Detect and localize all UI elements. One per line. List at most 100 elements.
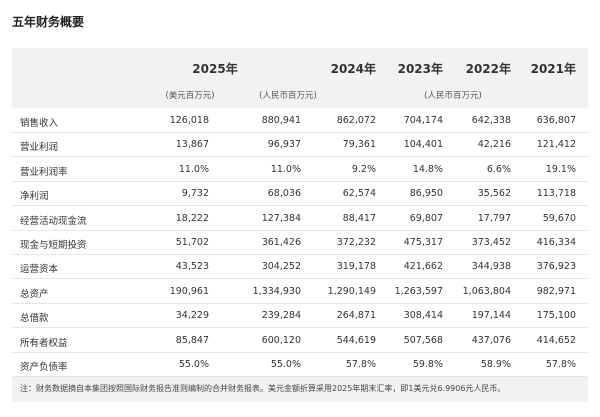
cell-value: 1,290,149 — [327, 285, 376, 297]
cell-value: 344,938 — [471, 261, 511, 273]
cell-value: 11.0% — [178, 163, 209, 175]
table-row: 销售收入 126,018 880,941 862,072 704,174 642,338 6… — [12, 108, 588, 133]
cell-value: 304,252 — [261, 261, 301, 273]
table-row: 净利润 9,732 68,036 62,574 86,950 35,562 113,718 — [12, 181, 588, 207]
cell-value: 34,229 — [175, 310, 209, 322]
cell-value: 113,718 — [536, 188, 576, 200]
cell-value: 416,334 — [536, 237, 576, 248]
cell-value: 6.6% — [486, 163, 511, 175]
cell-value: 414,652 — [536, 334, 576, 346]
row-label: 净利润 — [20, 191, 49, 203]
year-header: 2023年 — [397, 62, 443, 76]
cell-value: 319,178 — [336, 261, 376, 273]
cell-value: 14.8% — [412, 163, 443, 175]
cell-value: 1,063,804 — [462, 285, 511, 297]
year-header: 2021年 — [530, 62, 576, 76]
table-header — [12, 48, 588, 108]
cell-value: 59.8% — [412, 359, 443, 370]
cell-value: 19.1% — [545, 163, 576, 175]
table-row: 资产负债率 55.0% 55.0% 57.8% 59.8% 58.9% 57.8% — [12, 352, 588, 377]
cell-value: 197,144 — [471, 310, 511, 322]
cell-value: 35,562 — [477, 188, 511, 200]
table-row: 营业利润 13,867 96,937 79,361 104,401 42,216 121,4… — [12, 132, 588, 158]
row-label: 现金与短期投资 — [20, 240, 87, 251]
row-label: 运营资本 — [20, 264, 59, 276]
cell-value: 57.8% — [345, 359, 376, 370]
cell-value: 372,232 — [336, 237, 376, 248]
cell-value: 88,417 — [342, 212, 376, 224]
cell-value: 13,867 — [175, 139, 209, 151]
cell-value: 175,100 — [536, 310, 576, 322]
cell-value: 361,426 — [261, 237, 301, 248]
cell-value: 308,414 — [403, 310, 443, 322]
cell-value: 880,941 — [261, 115, 301, 126]
table-row: 所有者权益 85,847 600,120 544,619 507,568 437,076 4… — [12, 328, 588, 353]
unit-label: (人民币百万元) — [259, 91, 317, 101]
cell-value: 79,361 — [342, 139, 376, 151]
title: 五年财务概要 — [12, 15, 85, 29]
row-label: 总借款 — [20, 313, 49, 325]
cell-value: 239,284 — [261, 310, 301, 322]
year-header: 2024年 — [330, 62, 376, 76]
unit-label: (人民币百万元) — [424, 91, 482, 101]
cell-value: 62,574 — [342, 188, 376, 200]
cell-value: 704,174 — [403, 115, 443, 126]
cell-value: 17,797 — [477, 212, 511, 224]
cell-value: 1,263,597 — [394, 285, 443, 297]
cell-value: 121,412 — [536, 139, 576, 151]
cell-value: 642,338 — [471, 115, 511, 126]
cell-value: 421,662 — [403, 261, 443, 273]
cell-value: 55.0% — [270, 359, 301, 370]
cell-value: 43,523 — [175, 261, 209, 273]
cell-value: 475,317 — [403, 237, 443, 248]
cell-value: 96,937 — [267, 139, 301, 151]
cell-value: 862,072 — [336, 115, 376, 126]
year-header: 2025年 — [192, 62, 238, 76]
table-row: 运营资本 43,523 304,252 319,178 421,662 344,938 37… — [12, 254, 588, 280]
note-background — [12, 376, 588, 402]
cell-value: 68,036 — [267, 188, 301, 200]
table-row: 经营活动现金流 18,222 127,384 88,417 69,807 17,797 59… — [12, 206, 588, 231]
cell-value: 51,702 — [175, 237, 209, 248]
cell-value: 57.8% — [545, 359, 576, 370]
table-row: 营业利润率 11.0% 11.0% 9.2% 14.8% 6.6% 19.1% — [12, 157, 588, 182]
cell-value: 437,076 — [471, 334, 511, 346]
cell-value: 85,847 — [175, 334, 209, 346]
footnote: 注：财务数据摘自本集团按照国际财务报告准则编制的合并财务报表。美元金额折算采用2… — [20, 384, 506, 393]
row-label: 销售收入 — [20, 118, 59, 129]
row-label: 资产负债率 — [20, 362, 68, 373]
cell-value: 69,807 — [409, 212, 443, 224]
table-row: 总借款 34,229 239,284 264,871 308,414 197,144 175… — [12, 303, 588, 329]
cell-value: 42,216 — [477, 139, 511, 151]
year-header: 2022年 — [465, 62, 511, 76]
cell-value: 11.0% — [270, 163, 301, 175]
unit-label: (美元百万元) — [165, 91, 215, 101]
cell-value: 104,401 — [403, 139, 443, 151]
cell-value: 190,961 — [169, 285, 209, 297]
cell-value: 600,120 — [261, 334, 301, 346]
cell-value: 1,334,930 — [252, 285, 301, 297]
cell-value: 507,568 — [403, 334, 443, 346]
cell-value: 636,807 — [536, 115, 576, 126]
row-label: 经营活动现金流 — [20, 215, 87, 227]
cell-value: 55.0% — [178, 359, 209, 370]
cell-value: 373,452 — [471, 237, 511, 248]
cell-value: 982,971 — [536, 285, 576, 297]
cell-value: 86,950 — [409, 188, 443, 200]
row-label: 总资产 — [20, 288, 49, 300]
cell-value: 127,384 — [261, 212, 301, 224]
cell-value: 9,732 — [181, 188, 209, 200]
row-label: 营业利润 — [20, 142, 59, 154]
cell-value: 58.9% — [480, 359, 511, 370]
cell-value: 264,871 — [336, 310, 376, 322]
row-label: 营业利润率 — [20, 166, 68, 178]
row-label: 所有者权益 — [20, 337, 68, 349]
cell-value: 544,619 — [336, 334, 376, 346]
cell-value: 376,923 — [536, 261, 576, 273]
cell-value: 126,018 — [169, 115, 209, 126]
table-row: 现金与短期投资 51,702 361,426 372,232 475,317 373,45… — [12, 230, 588, 255]
cell-value: 59,670 — [542, 212, 576, 224]
table-row: 总资产 190,961 1,334,930 1,290,149 1,263,597 1,0… — [12, 279, 588, 304]
cell-value: 18,222 — [175, 212, 209, 224]
